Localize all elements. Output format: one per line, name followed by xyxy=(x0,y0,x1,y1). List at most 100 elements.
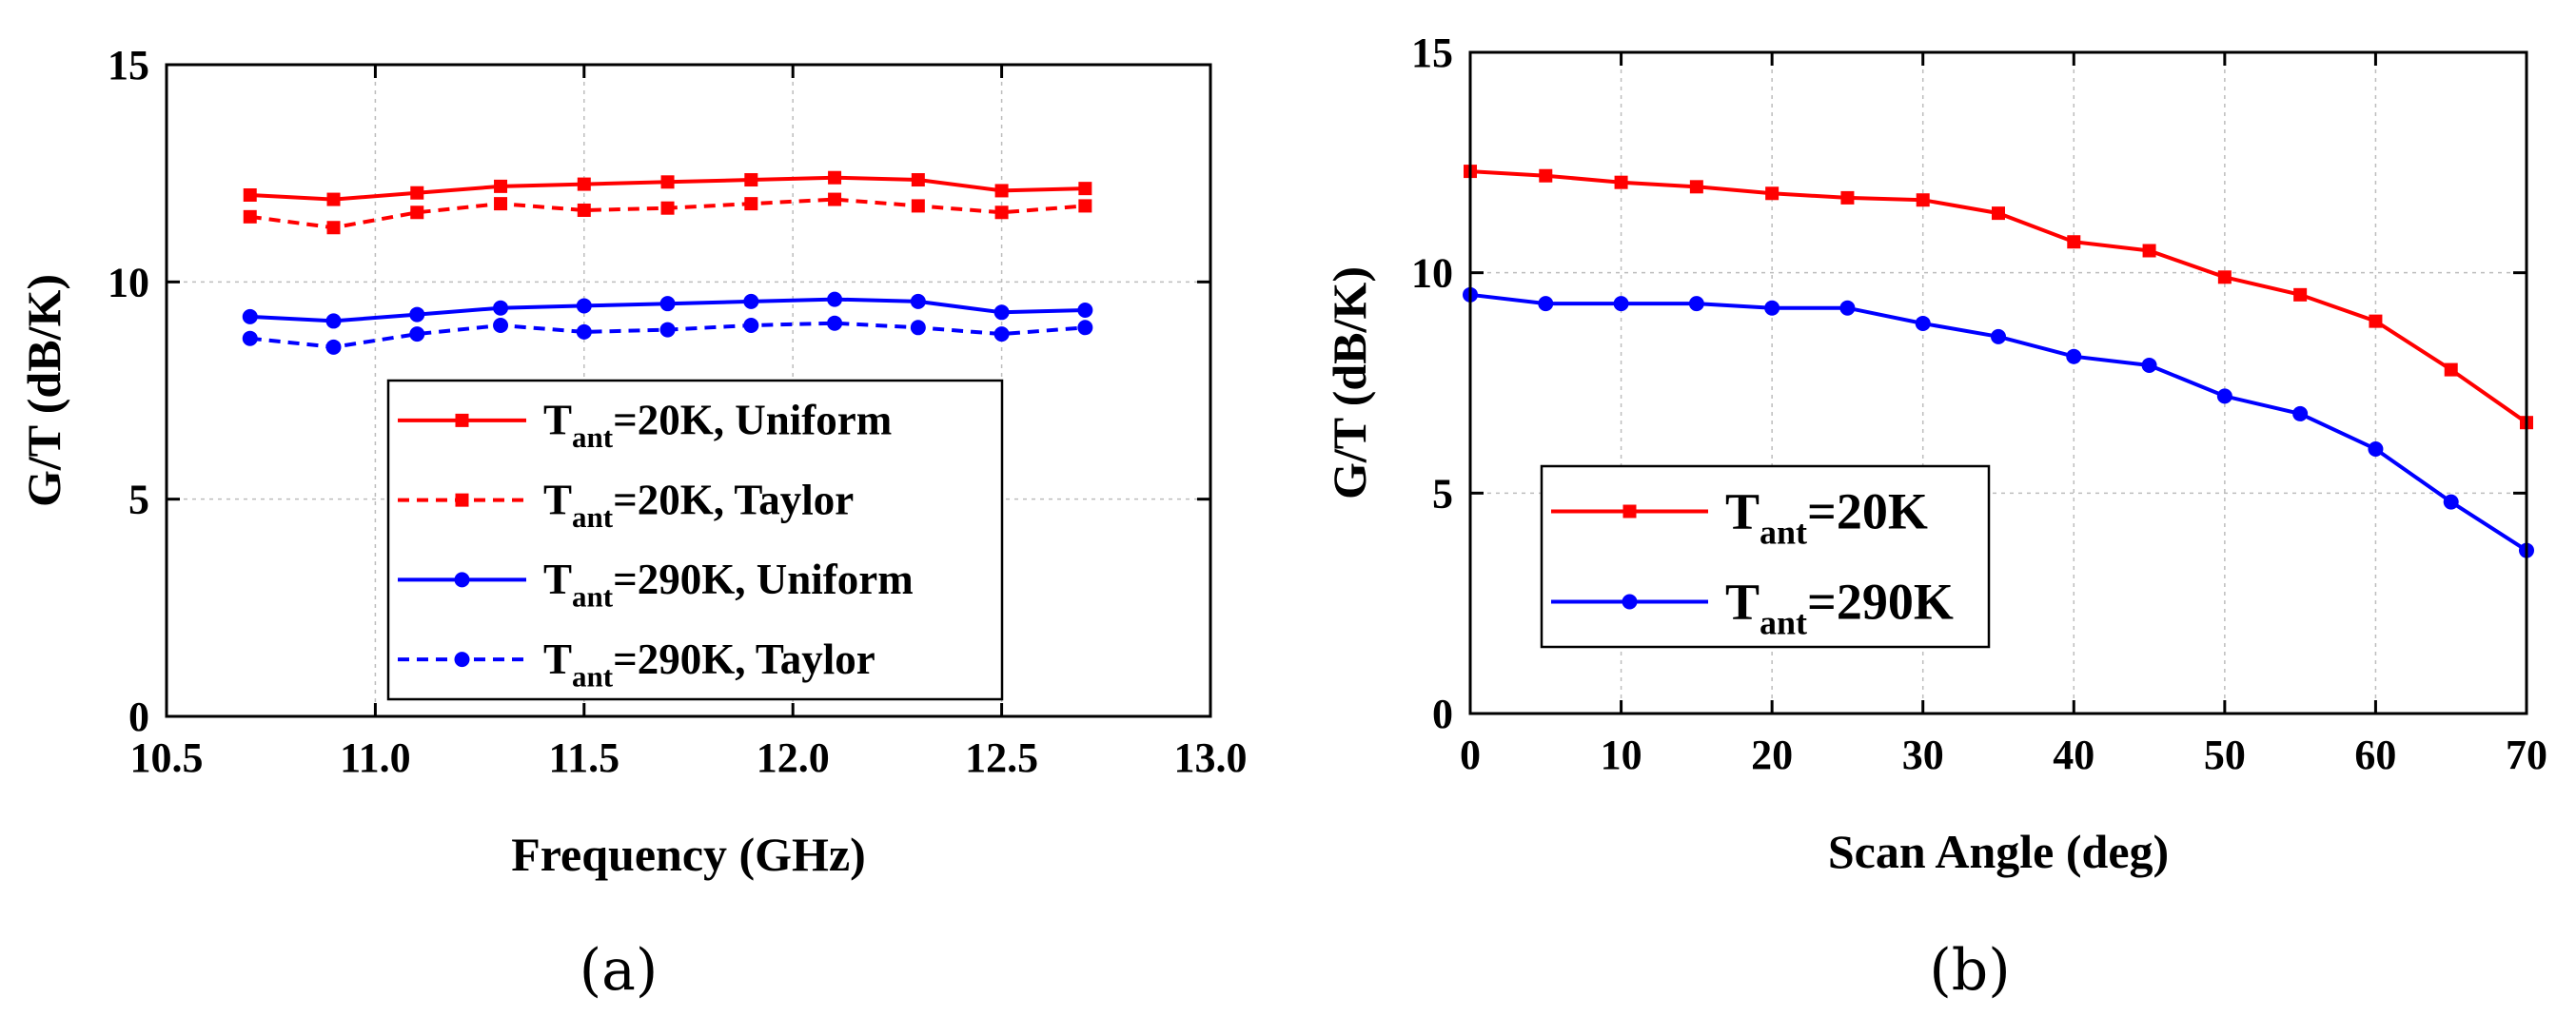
data-point-marker xyxy=(993,304,1010,321)
legend-marker xyxy=(455,493,469,507)
x-tick-label: 11.5 xyxy=(549,734,620,781)
data-point-marker xyxy=(1613,296,1629,312)
y-tick-label: 0 xyxy=(128,694,149,740)
y-tick-label: 5 xyxy=(1432,470,1453,517)
data-point-marker xyxy=(828,170,842,185)
x-tick-label: 40 xyxy=(2053,732,2094,778)
x-tick-label: 0 xyxy=(1460,732,1481,778)
data-point-marker xyxy=(744,197,758,211)
legend-box xyxy=(386,379,1004,701)
data-point-marker xyxy=(1688,296,1704,312)
data-point-marker xyxy=(1839,300,1856,316)
data-point-marker xyxy=(2142,244,2156,258)
legend-label: Tant=20K, Uniform xyxy=(543,397,892,455)
data-point-marker xyxy=(1078,182,1092,196)
data-point-marker xyxy=(660,175,675,189)
data-point-marker xyxy=(325,313,342,329)
legend-label-subscript: ant xyxy=(572,659,614,693)
data-point-marker xyxy=(242,330,258,346)
legend-label-subscript: ant xyxy=(1760,604,1807,642)
legend-label-main: T xyxy=(1725,573,1760,630)
data-point-marker xyxy=(493,318,509,333)
x-tick-label: 10 xyxy=(1601,732,1642,778)
data-point-marker xyxy=(744,173,758,187)
legend-label-subscript: ant xyxy=(1760,514,1807,552)
chart-panel-a: 10.5 11.0 11.5 12.0 12.5 13.0 0 5 10 15 Frequency … xyxy=(17,42,1248,1004)
y-axis-label: G/T (dB/K) xyxy=(17,274,70,507)
data-point-marker xyxy=(1078,199,1092,213)
data-point-marker xyxy=(243,209,257,224)
data-point-marker xyxy=(1765,186,1780,201)
data-point-marker xyxy=(242,308,258,324)
data-point-marker xyxy=(1992,206,2005,221)
data-point-marker xyxy=(577,203,591,217)
legend-label: Tant=290K, Taylor xyxy=(543,636,875,694)
x-tick-label: 13.0 xyxy=(1174,734,1248,781)
panel-caption: (a) xyxy=(580,937,659,1004)
data-point-marker xyxy=(2066,348,2082,364)
data-point-marker xyxy=(743,318,759,333)
legend-label-rest: =290K, Taylor xyxy=(613,636,875,683)
legend-marker xyxy=(1622,504,1637,518)
legend-label-rest: =20K, Taylor xyxy=(613,476,854,523)
data-point-marker xyxy=(325,339,342,355)
legend-label-main: T xyxy=(543,476,572,523)
data-point-marker xyxy=(493,300,509,316)
data-point-marker xyxy=(659,322,676,338)
data-point-marker xyxy=(1077,320,1093,336)
x-axis-label: Scan Angle (deg) xyxy=(1828,825,2169,878)
y-tick-label: 5 xyxy=(128,477,149,523)
x-tick-label: 70 xyxy=(2506,732,2547,778)
data-point-marker xyxy=(2141,357,2157,373)
data-point-marker xyxy=(911,173,925,187)
data-point-marker xyxy=(910,293,926,309)
y-axis-label: G/T (dB/K) xyxy=(1323,266,1376,499)
legend-label-main: T xyxy=(543,636,572,683)
data-point-marker xyxy=(828,192,842,206)
legend-label-rest: =290K, Uniform xyxy=(613,556,914,603)
data-point-marker xyxy=(1840,190,1855,205)
data-point-marker xyxy=(2067,235,2081,249)
legend-label: Tant=20K xyxy=(1725,482,1928,551)
x-axis-label: Frequency (GHz) xyxy=(511,828,866,881)
legend-label-subscript: ant xyxy=(572,580,614,614)
data-point-marker xyxy=(1077,303,1093,319)
data-point-marker xyxy=(1916,193,1930,207)
y-tick-label: 10 xyxy=(108,259,149,305)
legend-label-rest: =20K xyxy=(1807,482,1928,539)
x-tick-label: 60 xyxy=(2354,732,2396,778)
y-tick-label: 0 xyxy=(1432,691,1453,737)
data-point-marker xyxy=(911,199,925,213)
legend-label: Tant=290K, Uniform xyxy=(543,556,914,614)
x-tick-label: 10.5 xyxy=(130,734,204,781)
data-point-marker xyxy=(1764,300,1780,316)
data-point-marker xyxy=(1539,168,1553,183)
y-tick-label: 15 xyxy=(1411,29,1453,76)
data-point-marker xyxy=(2368,441,2384,457)
data-point-marker xyxy=(2292,405,2309,421)
legend-marker xyxy=(454,572,470,588)
legend-label-main: T xyxy=(543,397,572,444)
legend-label-rest: =20K, Uniform xyxy=(613,397,892,444)
chart-panel-b: 0 10 20 30 40 50 60 70 0 5 10 15 Scan Angle (deg) G/T… xyxy=(1323,29,2547,1004)
plot-frame xyxy=(165,63,1212,718)
data-point-marker xyxy=(827,291,843,307)
legend-marker xyxy=(455,413,469,427)
data-point-marker xyxy=(326,192,341,206)
legend-label-main: T xyxy=(1725,482,1760,539)
x-tick-label: 12.0 xyxy=(757,734,830,781)
y-tick-label: 15 xyxy=(108,42,149,88)
data-point-marker xyxy=(576,298,592,314)
x-tick-label: 12.5 xyxy=(965,734,1038,781)
data-point-marker xyxy=(660,201,675,215)
legend-label: Tant=20K, Taylor xyxy=(543,476,854,534)
data-point-marker xyxy=(993,326,1010,342)
data-point-marker xyxy=(494,197,508,211)
data-point-marker xyxy=(659,296,676,312)
legend-marker xyxy=(1622,594,1638,610)
data-point-marker xyxy=(2369,314,2383,328)
data-point-marker xyxy=(2216,388,2232,404)
